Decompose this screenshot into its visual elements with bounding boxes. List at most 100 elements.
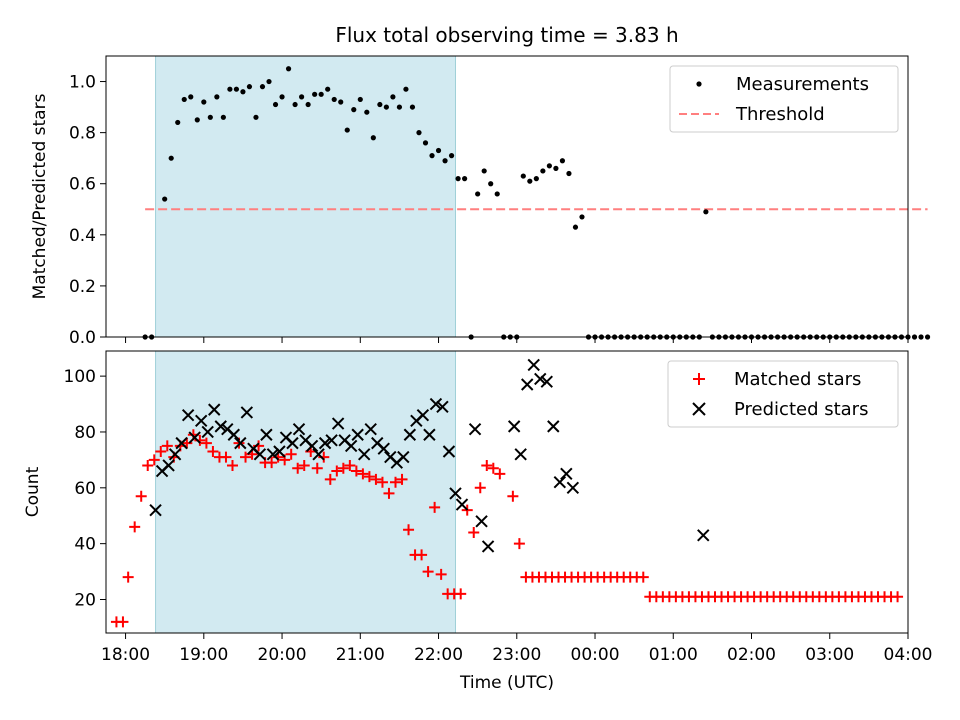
measurement-point: [188, 94, 194, 100]
measurement-point: [442, 158, 448, 164]
measurement-point: [344, 127, 350, 133]
predicted-star-point: [403, 428, 417, 441]
bottom-legend: Matched stars Predicted stars: [667, 360, 899, 428]
predicted-star-point: [351, 428, 364, 441]
predicted-star-point: [325, 434, 338, 447]
measurement-point: [285, 66, 292, 72]
matched-star-point: [429, 501, 441, 513]
predicted-star-point: [234, 436, 247, 450]
predicted-star-point: [481, 540, 495, 553]
matched-star-point: [285, 448, 297, 460]
predicted-star-point: [455, 498, 469, 511]
matched-star-point: [416, 549, 428, 561]
measurement-point: [168, 155, 174, 161]
matched-star-point: [331, 465, 343, 477]
measurement-point: [370, 135, 376, 141]
predicted-star-point: [442, 445, 456, 458]
measurement-point: [918, 334, 924, 340]
bottom-axes-frame: [105, 350, 909, 634]
measurement-point: [703, 209, 709, 215]
top-panel: 0.0 0.2 0.4 0.6 0.8 1.0 Matched/Predicted sta…: [30, 55, 931, 348]
measurement-point: [259, 84, 266, 90]
measurement-point: [325, 86, 331, 92]
predicted-star-point: [162, 459, 175, 472]
measurement-point: [162, 196, 168, 202]
predicted-star-point: [260, 428, 273, 441]
matched-star-point: [226, 459, 238, 471]
predicted-star-point: [273, 445, 286, 458]
predicted-star-point: [521, 378, 534, 391]
x-tick-label: 23:00: [492, 645, 541, 665]
top-y-tick-label: 0.4: [69, 226, 96, 246]
matched-star-point: [383, 487, 395, 499]
matched-star-point: [637, 571, 649, 583]
top-y-tick-label: 0.2: [69, 277, 96, 297]
matched-star-point: [396, 473, 408, 485]
matched-star-point: [344, 459, 356, 471]
matched-star-point: [376, 476, 388, 488]
matched-star-point: [298, 459, 310, 471]
matched-star-point: [390, 476, 402, 488]
x-tick-label: 20:00: [258, 645, 307, 665]
measurement-point: [494, 191, 500, 197]
bottom-y-tick-label: 80: [74, 423, 96, 443]
bottom-y-tick-label: 100: [64, 367, 96, 387]
predicted-star-point: [560, 467, 573, 481]
predicted-star-point: [266, 448, 280, 461]
matched-star-point: [481, 459, 493, 471]
bottom-panel: 20 40 60 80 100 18:00 19:00 20:00 21:00 22:00 23:…: [23, 350, 933, 693]
matched-star-point: [311, 462, 323, 474]
predicted-star-point: [449, 487, 462, 500]
x-tick-label: 04:00: [884, 645, 933, 665]
predicted-star-point: [534, 372, 547, 386]
predicted-star-point: [436, 400, 449, 414]
measurement-point: [272, 101, 279, 108]
matched-star-point: [455, 588, 467, 600]
matched-star-point: [200, 437, 212, 449]
matched-star-point: [266, 457, 278, 469]
measurement-point: [227, 86, 233, 92]
top-y-tick-label: 0.8: [69, 124, 96, 144]
measurement-point: [520, 173, 526, 179]
predicted-star-point: [253, 448, 267, 461]
measurement-point: [435, 147, 442, 154]
predicted-star-point: [475, 515, 488, 528]
predicted-star-point: [149, 503, 162, 517]
predicted-star-point: [292, 422, 306, 436]
bottom-y-axis-label: Count: [23, 466, 43, 517]
bottom-highlight-span: [155, 350, 456, 634]
matched-star-point: [135, 490, 147, 502]
measurement-point: [351, 107, 357, 113]
matched-star-point: [122, 571, 134, 583]
predicted-star-point: [175, 436, 188, 450]
matched-star-point: [161, 440, 173, 452]
predicted-star-point: [423, 428, 436, 441]
measurement-point: [572, 224, 579, 230]
predicted-star-point: [527, 358, 540, 372]
bottom-legend-box: [667, 360, 899, 428]
matched-star-point: [181, 437, 193, 449]
matched-star-point: [468, 526, 480, 538]
measurement-point: [416, 130, 422, 136]
top-legend-box: [669, 65, 899, 133]
predicted-star-point: [305, 439, 319, 453]
predicted-star-point: [240, 406, 254, 419]
predicted-star-point: [547, 420, 560, 433]
measurement-point: [305, 101, 311, 108]
matched-star-point: [117, 616, 129, 628]
measurement-point: [475, 191, 481, 197]
measurement-point: [364, 109, 370, 115]
measurement-point: [559, 158, 566, 164]
x-tick-label: 00:00: [571, 645, 620, 665]
measurement-point: [566, 170, 572, 177]
bottom-y-tick-label: 20: [74, 590, 96, 610]
matched-star-point: [487, 462, 499, 474]
measurement-point: [540, 168, 546, 174]
measurement-point: [246, 84, 253, 90]
predicted-star-point: [377, 442, 390, 455]
x-tick-label: 22:00: [414, 645, 463, 665]
matched-star-point: [494, 468, 506, 480]
measurement-point: [318, 91, 324, 97]
predicted-star-point: [364, 422, 377, 436]
